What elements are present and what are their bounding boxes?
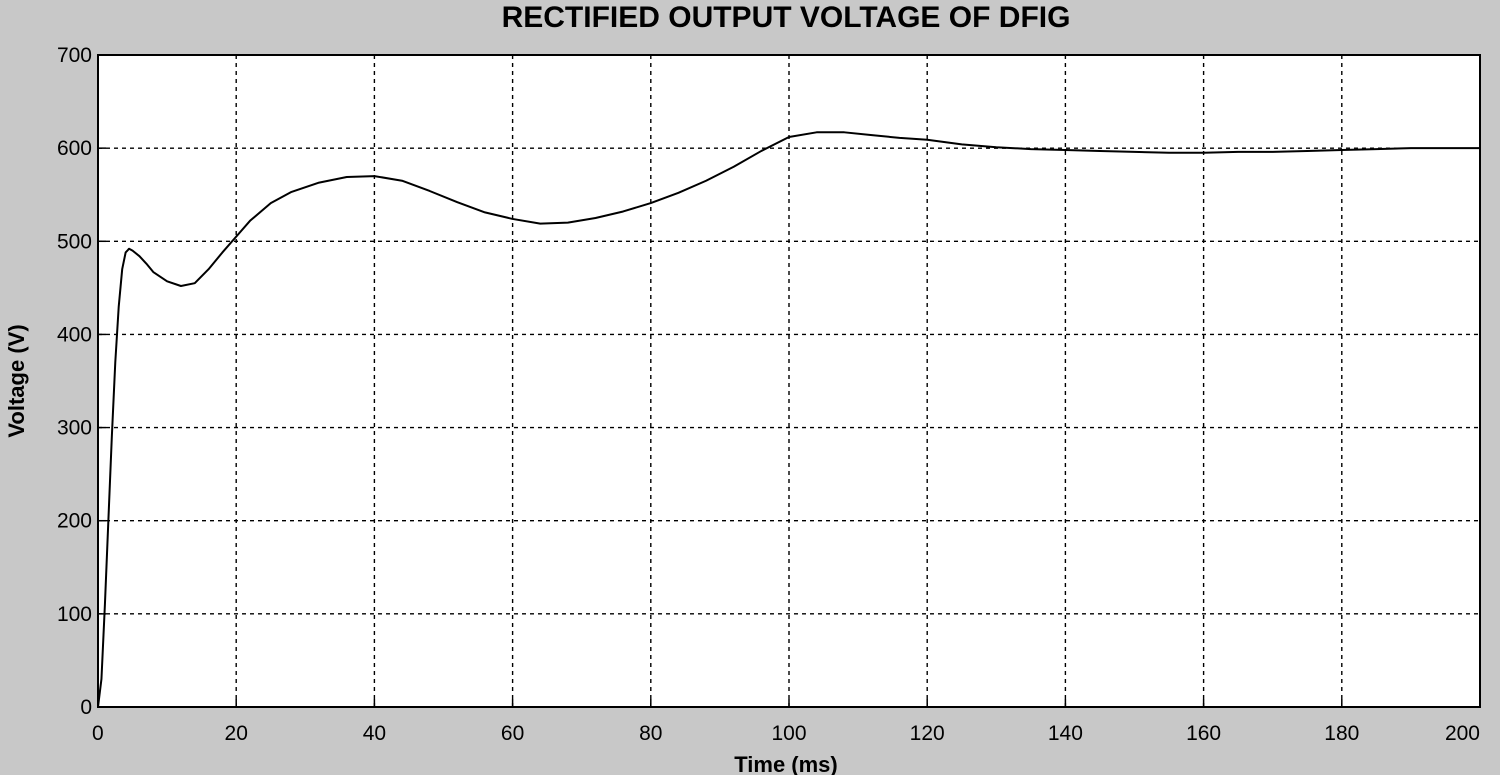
y-tick-label: 100: [57, 603, 92, 626]
y-tick-label: 600: [57, 137, 92, 160]
x-tick-label: 40: [363, 722, 386, 745]
y-tick-label: 0: [80, 696, 92, 719]
x-tick-label: 180: [1324, 722, 1359, 745]
y-tick-label: 300: [57, 417, 92, 440]
x-tick-label: 120: [910, 722, 945, 745]
y-tick-label: 200: [57, 510, 92, 533]
y-tick-label: 400: [57, 323, 92, 346]
y-axis-ticks: 0 100 200 300 400 500 600 700: [57, 44, 106, 719]
x-axis-ticks: 0 20 40 60 80 100 120 140 160 180 200: [92, 699, 1481, 745]
x-tick-label: 100: [771, 722, 806, 745]
x-tick-label: 0: [92, 722, 104, 745]
x-tick-label: 140: [1048, 722, 1083, 745]
x-tick-label: 160: [1186, 722, 1221, 745]
plot-area: [97, 54, 1481, 708]
x-tick-label: 200: [1445, 722, 1480, 745]
series-line-voltage: [97, 131, 1480, 708]
y-tick-label: 500: [57, 230, 92, 253]
x-tick-label: 80: [639, 722, 662, 745]
chart-title: RECTIFIED OUTPUT VOLTAGE OF DFIG: [502, 1, 1071, 34]
y-axis-label: Voltage (V): [4, 324, 29, 437]
x-axis-label: Time (ms): [734, 752, 838, 775]
x-tick-label: 20: [225, 722, 248, 745]
x-tick-label: 60: [501, 722, 524, 745]
grid-lines: [98, 55, 1480, 707]
y-tick-label: 700: [57, 44, 92, 67]
